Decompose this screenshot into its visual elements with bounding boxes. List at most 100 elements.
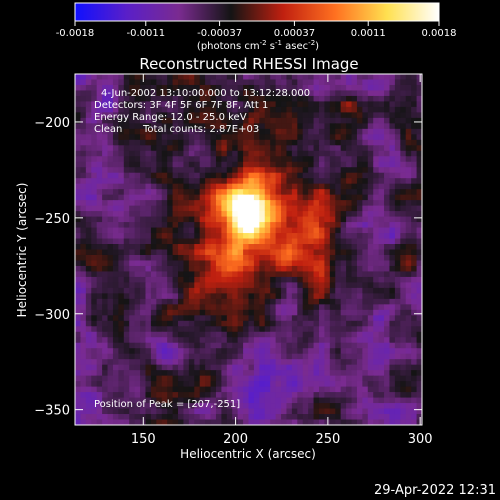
heatmap-cell (411, 304, 418, 311)
heatmap-cell (264, 276, 271, 284)
heatmap-cell (221, 370, 228, 377)
colorbar-tick-label: -0.0018 (56, 28, 95, 39)
heatmap-cell (205, 419, 212, 425)
heatmap-cell (324, 375, 331, 382)
heatmap-cell (340, 156, 347, 163)
heatmap-cell (107, 139, 114, 146)
heatmap-cell (329, 95, 336, 103)
heatmap-cell (237, 386, 244, 393)
heatmap-cell (80, 331, 87, 338)
heatmap-cell (297, 403, 304, 410)
heatmap-cell (237, 359, 244, 366)
heatmap-cell (291, 95, 298, 103)
heatmap-cell (302, 95, 309, 103)
heatmap-cell (253, 414, 260, 421)
heatmap-cell (85, 167, 92, 174)
heatmap-cell (156, 227, 163, 234)
heatmap-cell (264, 178, 271, 185)
heatmap-cell (91, 419, 98, 425)
heatmap-cell (237, 128, 244, 135)
heatmap-cell (346, 287, 353, 294)
heatmap-cell (161, 244, 168, 251)
heatmap-cell (215, 287, 222, 294)
heatmap-cell (150, 161, 157, 168)
heatmap-cell (291, 183, 298, 190)
heatmap-cell (259, 183, 266, 190)
heatmap-cell (411, 200, 418, 207)
heatmap-cell (118, 84, 125, 92)
heatmap-cell (291, 386, 298, 393)
heatmap-cell (411, 271, 418, 278)
heatmap-cell (270, 222, 277, 229)
heatmap-cell (324, 254, 331, 262)
heatmap-cell (411, 227, 418, 234)
heatmap-cell (237, 381, 244, 388)
heatmap-cell (373, 117, 380, 124)
heatmap-cell (394, 216, 401, 223)
heatmap-cell (150, 348, 157, 355)
heatmap-cell (405, 260, 412, 267)
heatmap-cell (150, 381, 157, 388)
x-tick-label: 300 (408, 432, 433, 447)
heatmap-cell (123, 370, 130, 377)
heatmap-cell (150, 117, 157, 124)
heatmap-cell (400, 315, 407, 322)
heatmap-cell (384, 128, 391, 135)
heatmap-cell (237, 260, 244, 267)
heatmap-cell (91, 167, 98, 174)
heatmap-cell (118, 79, 125, 86)
heatmap-cell (194, 403, 201, 410)
heatmap-cell (356, 381, 363, 388)
heatmap-cell (356, 271, 363, 278)
heatmap-cell (75, 172, 82, 179)
heatmap-cell (205, 414, 212, 421)
heatmap-cell (275, 260, 282, 267)
heatmap-cell (384, 397, 391, 404)
heatmap-cell (253, 84, 260, 92)
heatmap-cell (253, 331, 260, 338)
heatmap-cell (140, 211, 147, 218)
heatmap-cell (351, 150, 358, 157)
heatmap-cell (302, 265, 309, 273)
heatmap-cell (416, 381, 422, 388)
heatmap-cell (324, 315, 331, 322)
heatmap-cell (156, 298, 163, 305)
heatmap-cell (167, 331, 174, 338)
heatmap-cell (400, 287, 407, 294)
heatmap-cell (112, 309, 119, 316)
heatmap-cell (308, 359, 315, 366)
heatmap-cell (172, 408, 179, 415)
heatmap-cell (253, 348, 260, 355)
heatmap-cell (335, 331, 342, 338)
heatmap-cell (394, 249, 401, 256)
heatmap-cell (400, 298, 407, 305)
heatmap-cell (389, 287, 396, 294)
heatmap-cell (210, 95, 217, 103)
heatmap-cell (394, 375, 401, 382)
heatmap-cell (167, 249, 174, 256)
heatmap-cell (291, 123, 298, 130)
heatmap-cell (313, 276, 320, 284)
heatmap-cell (302, 167, 309, 174)
heatmap-cell (183, 145, 190, 152)
heatmap-cell (232, 238, 239, 245)
heatmap-cell (150, 156, 157, 163)
heatmap-cell (243, 189, 250, 196)
heatmap-cell (237, 293, 244, 300)
heatmap-cell (340, 167, 347, 174)
heatmap-cell (188, 101, 195, 108)
heatmap-cell (400, 370, 407, 377)
heatmap-cell (302, 414, 309, 421)
heatmap-cell (291, 370, 298, 377)
heatmap-cell (210, 222, 217, 229)
heatmap-cell (275, 238, 282, 245)
heatmap-cell (205, 249, 212, 256)
heatmap-cell (318, 381, 326, 388)
heatmap-cell (400, 84, 407, 92)
heatmap-cell (259, 84, 266, 92)
heatmap-cell (297, 331, 304, 338)
heatmap-cell (389, 342, 396, 349)
heatmap-cell (378, 386, 385, 393)
heatmap-cell (367, 315, 374, 322)
heatmap-cell (226, 353, 233, 360)
